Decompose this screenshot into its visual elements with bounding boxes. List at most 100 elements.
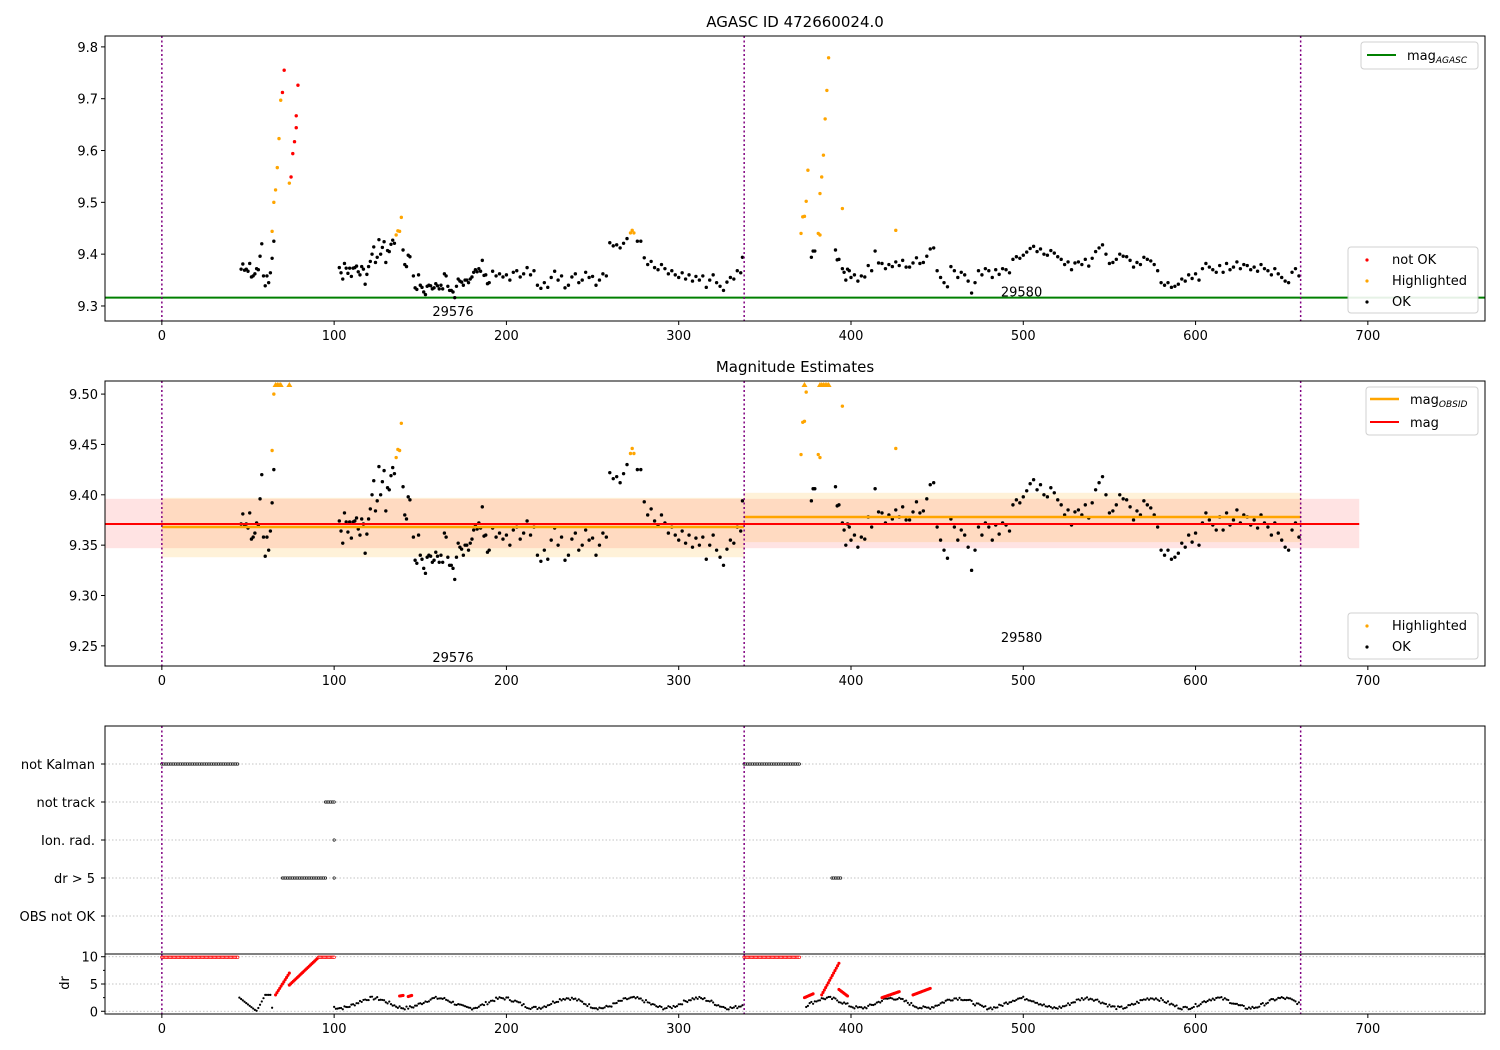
data-point <box>1031 244 1036 249</box>
data-point <box>990 538 994 542</box>
data-point <box>1266 525 1270 529</box>
data-point <box>821 153 826 157</box>
dr-point <box>501 997 505 1000</box>
data-point <box>1025 250 1029 254</box>
data-point <box>945 556 950 560</box>
dr-point <box>593 1007 596 1010</box>
dr-point <box>584 1003 587 1006</box>
dr-point <box>839 1001 842 1004</box>
dr-point <box>343 1005 346 1008</box>
data-point <box>621 241 626 245</box>
flag-category-label: dr > 5 <box>54 872 95 887</box>
dr-point <box>896 998 899 1001</box>
dr-point <box>865 1007 868 1010</box>
dr-point <box>1296 1002 1299 1006</box>
data-point <box>1183 545 1187 549</box>
dr-point <box>482 1003 486 1007</box>
dr-point <box>889 996 892 1000</box>
dr-point <box>941 1001 944 1004</box>
dr-point <box>362 998 365 1002</box>
dr-point <box>396 1006 399 1009</box>
data-point <box>360 264 364 269</box>
data-point <box>876 261 881 265</box>
data-point <box>1211 268 1215 272</box>
dr-point <box>384 1001 387 1004</box>
middle-title: Magnitude Estimates <box>716 358 874 376</box>
dr-point <box>410 1006 413 1009</box>
dr-point <box>825 996 828 999</box>
data-point <box>1111 509 1115 513</box>
data-point <box>373 260 378 265</box>
dr-point <box>737 1005 741 1008</box>
dr-point <box>1101 1001 1104 1004</box>
data-point <box>818 233 822 237</box>
legend-marker-ok <box>1365 300 1369 304</box>
data-point <box>275 165 279 170</box>
data-point <box>721 563 726 567</box>
dr-point <box>417 1002 420 1005</box>
data-point <box>391 238 395 242</box>
data-point <box>969 291 974 295</box>
middle-axes-frame <box>104 380 1486 667</box>
data-point <box>270 256 274 260</box>
data-point <box>337 265 342 270</box>
data-point <box>444 535 448 539</box>
data-point <box>280 90 285 95</box>
data-point <box>614 474 619 479</box>
data-point <box>263 284 267 288</box>
data-point <box>461 283 466 287</box>
data-point <box>1224 261 1229 266</box>
dr-point-not-ok <box>276 988 280 993</box>
dr-point <box>853 1007 856 1010</box>
data-point <box>826 56 831 60</box>
dr-point <box>1192 1005 1195 1009</box>
dr-point <box>1266 1001 1270 1004</box>
dr-point <box>903 1000 906 1003</box>
data-point <box>1052 251 1056 255</box>
dr-point <box>346 1005 350 1009</box>
data-point <box>518 537 522 541</box>
clipped-marker <box>286 382 293 387</box>
dr-point <box>608 1005 611 1008</box>
data-point <box>1190 540 1194 544</box>
dr-point <box>460 1003 463 1006</box>
data-point <box>918 511 922 515</box>
data-point <box>997 532 1001 536</box>
data-point <box>475 270 479 274</box>
legend-marker-highlighted <box>1365 279 1369 283</box>
dr-point <box>662 1008 665 1011</box>
dr-point <box>1070 1001 1073 1005</box>
dr-point <box>529 1007 532 1011</box>
legend-box <box>1360 41 1479 70</box>
y-tick-label: 9.3 <box>77 300 98 315</box>
flag-category-label: Ion. rad. <box>41 834 95 849</box>
dr-point <box>1263 1004 1266 1007</box>
data-point <box>341 541 345 545</box>
data-point <box>823 117 827 121</box>
data-point <box>573 531 578 535</box>
data-point <box>535 553 540 557</box>
dr-point <box>398 1005 401 1008</box>
dr-point <box>248 1004 251 1007</box>
y-tick-label: 9.50 <box>69 388 98 403</box>
dr-point <box>980 1004 984 1007</box>
data-point <box>942 280 946 285</box>
dr-point <box>1110 1005 1113 1008</box>
data-point <box>987 525 991 529</box>
data-point <box>1159 548 1163 552</box>
data-point <box>401 248 405 252</box>
data-point <box>1045 253 1050 257</box>
data-point <box>497 272 502 276</box>
data-point <box>1255 269 1260 273</box>
dr-point <box>985 1008 989 1011</box>
dr-point-not-ok <box>410 993 414 998</box>
dr-point <box>1066 1002 1070 1005</box>
data-point <box>508 543 512 547</box>
data-point <box>289 175 293 179</box>
data-point <box>673 273 677 277</box>
data-point <box>1266 269 1270 273</box>
data-point <box>976 525 981 529</box>
dr-point <box>712 1001 715 1004</box>
data-point <box>799 452 803 457</box>
